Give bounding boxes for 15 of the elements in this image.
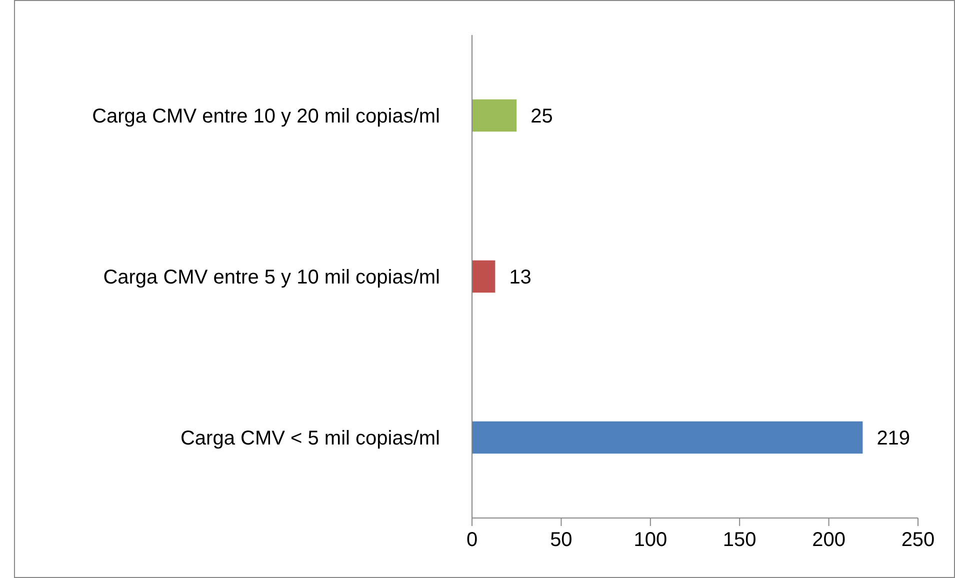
x-tick-label: 100 [634,529,668,552]
x-tick-label: 150 [722,529,756,552]
x-tick-label: 50 [550,529,572,552]
bar [472,99,517,132]
bar [472,421,863,454]
data-label: 13 [509,266,532,289]
data-label: 25 [530,106,553,128]
y-tick-label: Carga CMV entre 5 y 10 mil copias/ml [103,266,440,289]
y-tick-label: Carga CMV entre 10 y 20 mil copias/ml [92,106,440,128]
x-tick-label: 0 [466,529,478,552]
x-tick-label: 200 [812,529,846,552]
bar [472,260,496,293]
x-tick-label: 250 [901,529,935,552]
data-label: 219 [876,428,910,450]
y-tick-label: Carga CMV < 5 mil copias/ml [180,428,440,450]
